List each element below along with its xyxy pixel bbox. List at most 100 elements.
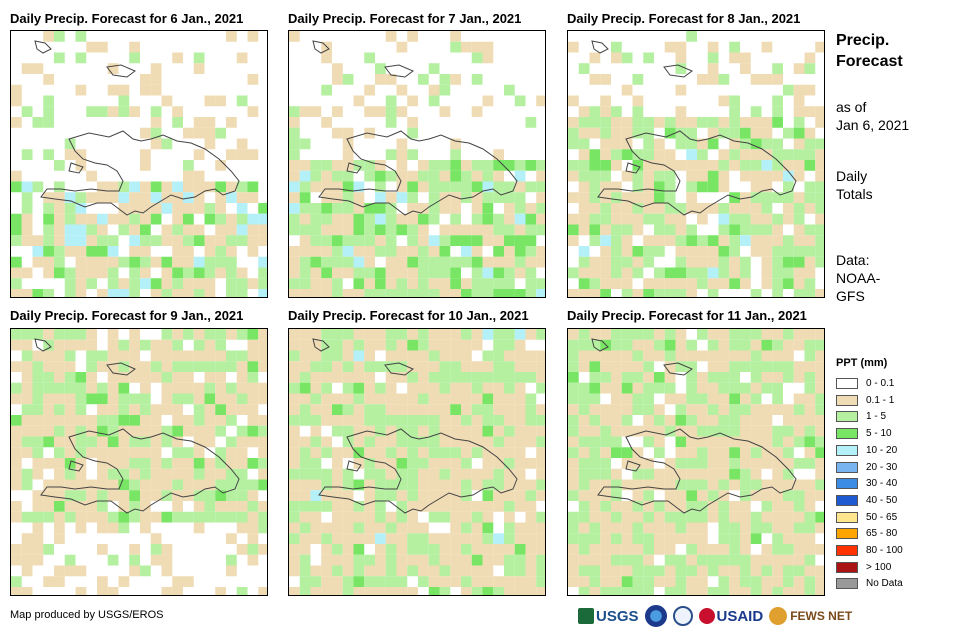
precip-cell	[761, 224, 773, 236]
precip-cell	[418, 339, 429, 351]
precip-cell	[471, 246, 483, 257]
precip-cell	[150, 447, 162, 458]
precip-cell	[353, 479, 365, 491]
precip-cell	[407, 554, 418, 566]
precip-cell	[578, 256, 590, 268]
precip-cell	[793, 361, 805, 372]
precip-cell	[793, 213, 805, 225]
legend-swatch	[836, 545, 858, 556]
precip-cell	[204, 361, 216, 372]
precip-cell	[107, 246, 119, 257]
precip-cell	[375, 565, 386, 577]
precip-cell	[664, 224, 676, 236]
precip-cell	[375, 289, 386, 297]
precip-cell	[54, 425, 65, 437]
precip-cell	[740, 404, 751, 415]
precip-cell	[697, 117, 708, 128]
precip-cell	[461, 246, 472, 257]
precip-cell	[718, 350, 730, 362]
precip-cell	[697, 267, 708, 279]
precip-cell	[654, 289, 665, 297]
precip-cell	[32, 533, 44, 544]
precip-cell	[161, 278, 173, 289]
precip-cell	[183, 278, 194, 289]
precip-cell	[729, 576, 740, 587]
precip-cell	[332, 522, 343, 534]
precip-cell	[204, 95, 216, 107]
precip-cell	[632, 160, 644, 171]
precip-cell	[97, 181, 108, 193]
precip-cell	[654, 501, 665, 512]
precip-cell	[439, 181, 451, 193]
precip-cell	[793, 393, 805, 405]
precip-cell	[161, 267, 173, 279]
precip-cell	[621, 511, 633, 523]
precip-cell	[299, 522, 311, 534]
precip-cell	[439, 404, 451, 415]
precip-cell	[697, 468, 708, 480]
precip-cell	[664, 565, 676, 577]
precip-cell	[707, 203, 719, 214]
precip-cell	[183, 425, 194, 437]
precip-cell	[375, 203, 386, 214]
legend-item: 50 - 65	[836, 511, 897, 524]
precip-cell	[310, 246, 322, 257]
precip-cell	[54, 224, 65, 236]
island-outline	[591, 338, 609, 352]
precip-cell	[439, 458, 451, 469]
precip-cell	[697, 393, 708, 405]
precip-cell	[64, 329, 76, 340]
precip-cell	[707, 490, 719, 501]
precip-cell	[64, 382, 76, 394]
precip-cell	[536, 554, 545, 566]
precip-cell	[450, 203, 461, 214]
precip-cell	[375, 587, 386, 595]
precip-cell	[396, 361, 408, 372]
island-outline	[312, 40, 330, 54]
precip-cell	[215, 372, 226, 383]
precip-cell	[43, 149, 54, 160]
precip-cell	[172, 256, 183, 268]
legend-swatch	[836, 561, 858, 573]
precip-cell	[258, 436, 267, 448]
precip-cell	[568, 127, 579, 139]
precip-cell	[686, 224, 697, 236]
precip-cell	[621, 425, 633, 437]
precip-cell	[21, 213, 33, 225]
precip-cell	[600, 267, 611, 279]
legend-item: 65 - 80	[836, 527, 897, 540]
precip-cell	[815, 511, 824, 523]
precip-cell	[32, 436, 44, 448]
precip-cell	[804, 278, 816, 289]
precip-cell	[707, 74, 719, 85]
precip-cell	[107, 393, 119, 405]
precip-cell	[707, 415, 719, 426]
precip-cell	[396, 192, 408, 203]
precip-cell	[493, 170, 504, 182]
precip-cell	[621, 138, 633, 150]
precip-cell	[815, 404, 824, 415]
precip-cell	[525, 256, 537, 268]
precip-cell	[707, 256, 719, 268]
fews-net-logo: FEWS NET	[769, 607, 852, 625]
precip-cell	[600, 479, 611, 491]
precip-cell	[310, 256, 322, 268]
precip-cell	[664, 339, 676, 351]
precip-cell	[11, 267, 22, 279]
precip-cell	[461, 415, 472, 426]
precip-cell	[258, 479, 267, 491]
precip-cell	[107, 587, 119, 595]
precip-cell	[385, 74, 397, 85]
precip-cell	[621, 565, 633, 577]
precip-cell	[150, 425, 162, 437]
precip-cell	[772, 554, 783, 566]
precip-cell	[375, 501, 386, 512]
precip-cell	[621, 533, 633, 544]
precip-cell	[578, 203, 590, 214]
precip-cell	[804, 447, 816, 458]
precip-cell	[514, 479, 526, 491]
precip-cell	[536, 511, 545, 523]
precip-cell	[793, 289, 805, 297]
precip-cell	[471, 447, 483, 458]
precip-cell	[525, 511, 537, 523]
